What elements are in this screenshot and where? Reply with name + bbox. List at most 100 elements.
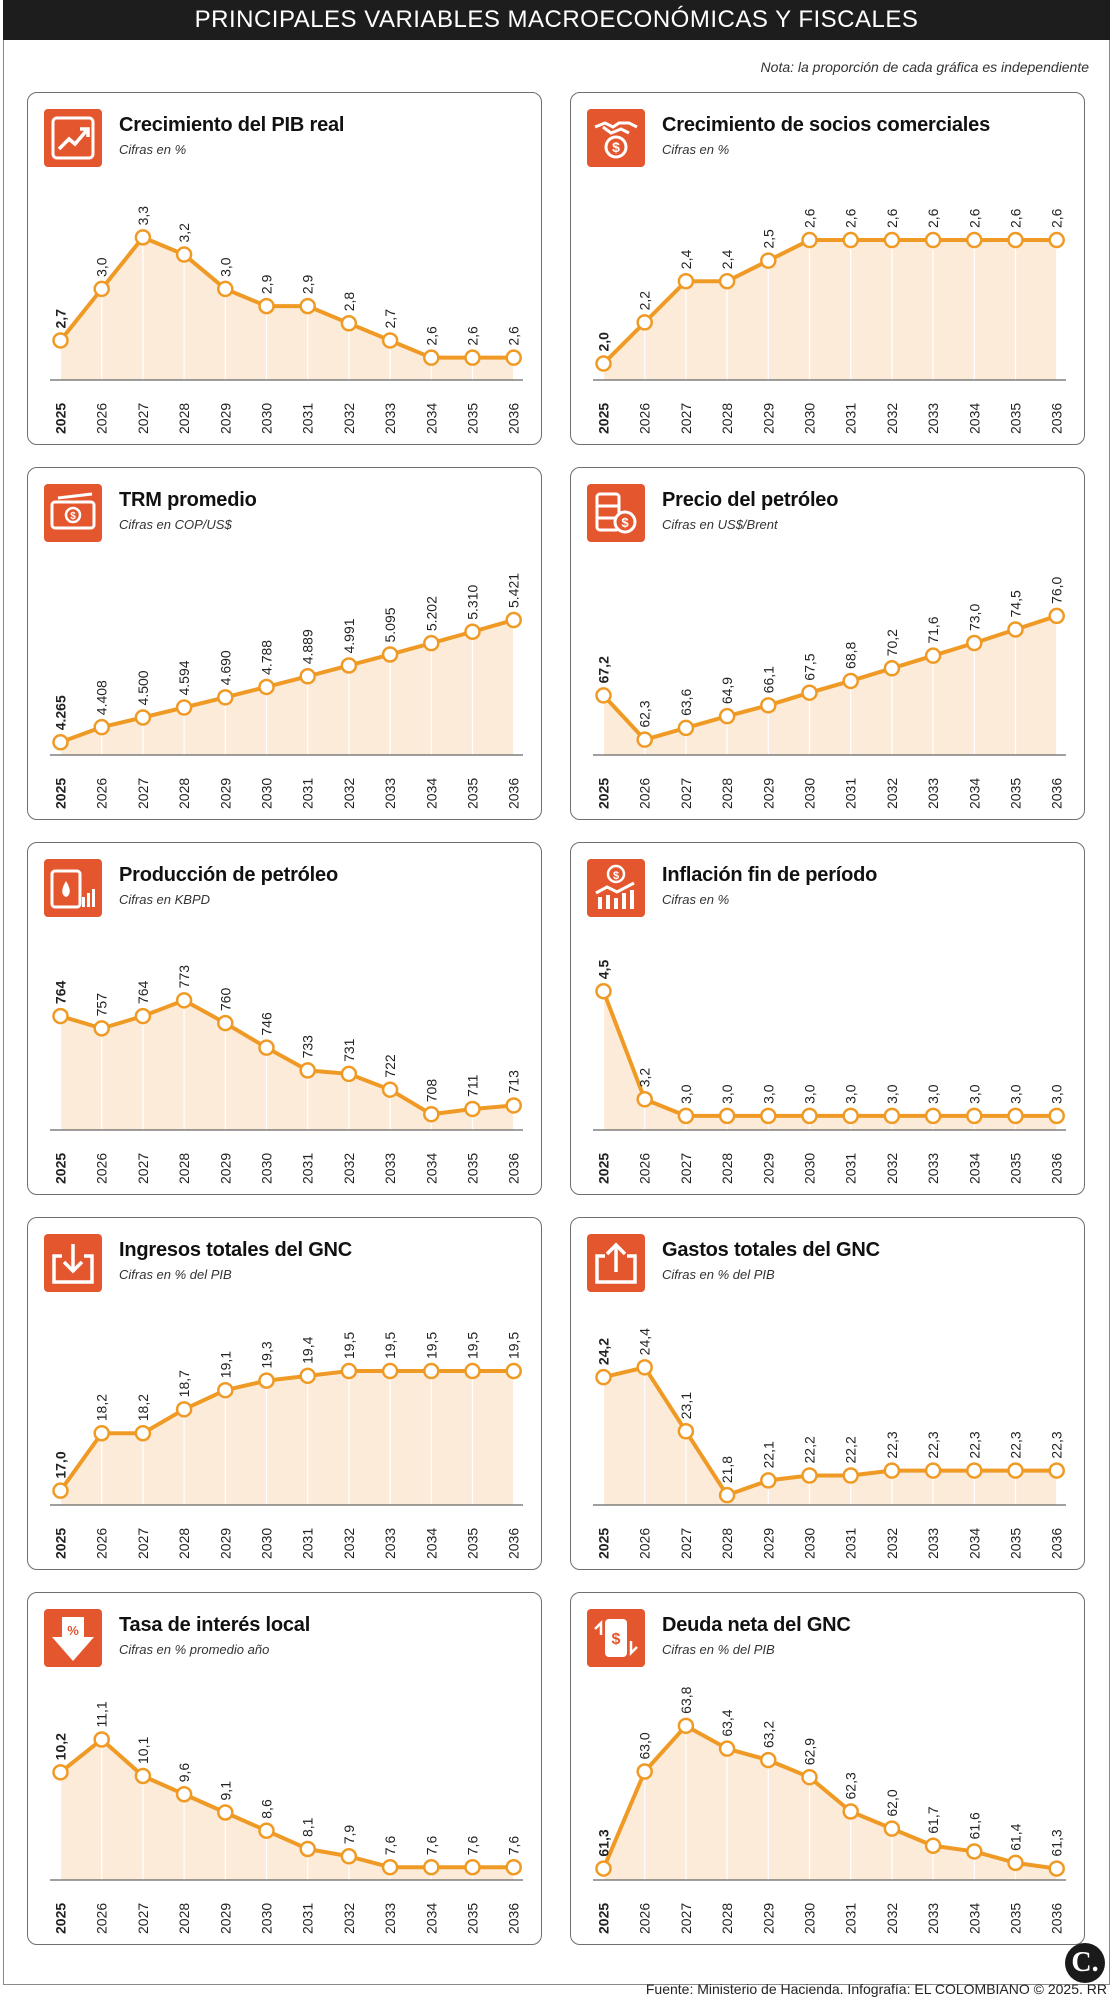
x-tick-label: 2036 [1049,1153,1065,1184]
data-point [134,229,152,246]
x-tick-label: 2033 [382,1528,398,1559]
expense-tray-icon [587,1234,645,1292]
x-tick-label: 2025 [53,1903,69,1934]
area-fill [603,1367,1057,1505]
data-point [677,1107,695,1125]
x-tick-label: 2031 [843,1528,859,1559]
data-label: 3,0 [802,1084,818,1104]
panel-pib: Crecimiento del PIB real Cifras en % 2,7… [27,92,542,445]
data-label: 19,3 [259,1341,275,1368]
data-point [718,272,736,290]
data-point [175,1401,193,1418]
data-label: 3,2 [176,223,192,243]
data-point [801,1107,818,1125]
x-tick-label: 2025 [596,1528,612,1559]
x-tick-label: 2036 [1049,778,1065,809]
data-label: 17,0 [53,1451,69,1478]
data-point [1048,231,1065,249]
data-label: 3,0 [760,1084,776,1104]
panel-title: Ingresos totales del GNC [119,1239,353,1261]
data-label: 3,0 [678,1084,694,1104]
x-tick-label: 2031 [300,403,316,434]
x-tick-label: 2036 [506,403,522,434]
data-point [1007,621,1024,638]
x-tick-label: 2034 [966,1153,982,1184]
data-point [677,1423,695,1440]
data-point [1007,231,1024,249]
data-point [299,668,316,685]
data-point [966,1107,983,1125]
data-label: 63,8 [678,1686,694,1713]
x-tick-label: 2025 [53,403,69,434]
x-tick-label: 2026 [94,1903,110,1934]
data-point [718,1107,736,1125]
data-label: 746 [259,1012,275,1036]
data-point [381,1081,399,1098]
data-label: 3,0 [884,1084,900,1104]
data-label: 2,6 [465,326,481,346]
data-point [423,1105,440,1123]
panel-title: Precio del petróleo [662,489,839,511]
data-point [842,1467,859,1484]
data-point [1007,1107,1024,1125]
x-tick-label: 2032 [884,1903,900,1934]
oil-price-icon: $ [587,484,645,542]
x-tick-label: 2028 [176,403,192,434]
data-label: 2,6 [802,208,818,228]
data-label: 7,6 [506,1836,522,1856]
x-tick-label: 2028 [176,1903,192,1934]
x-tick-label: 2034 [423,1903,439,1934]
x-tick-label: 2030 [259,778,275,809]
data-label: 62,0 [884,1789,900,1816]
data-point [595,1368,612,1386]
debt-document-icon: $ [587,1609,645,1667]
x-tick-label: 2032 [884,1153,900,1184]
data-label: 9,1 [217,1781,233,1801]
panel-title: Producción de petróleo [119,864,338,886]
panel-subtitle: Cifras en % del PIB [662,1642,775,1657]
x-tick-label: 2025 [596,778,612,809]
data-point [842,672,859,690]
x-tick-label: 2035 [1008,403,1024,434]
data-label: 5.310 [465,584,481,619]
data-point [966,1462,983,1479]
data-label: 19,5 [506,1332,522,1359]
data-label: 731 [341,1038,357,1062]
banknote-icon: $ [44,484,102,542]
data-label: 764 [53,981,69,1005]
x-tick-label: 2029 [217,1903,233,1934]
data-label: 3,2 [637,1068,653,1088]
x-tick-label: 2026 [94,1528,110,1559]
data-label: 2,5 [760,229,776,249]
chart-plot: 764 2025 757 2026 764 2027 773 2028 760 2029 746 20… [50,965,523,1184]
svg-text:$: $ [621,515,629,530]
data-label: 2,8 [341,292,357,312]
data-point [801,231,818,249]
data-point [883,1462,901,1479]
area-fill [60,620,514,755]
x-tick-label: 2027 [678,1528,694,1559]
x-tick-label: 2028 [719,778,735,809]
data-label: 18,2 [94,1394,110,1421]
data-point [718,1740,736,1757]
x-tick-label: 2030 [802,403,818,434]
data-label: 22,3 [925,1431,941,1458]
x-tick-label: 2025 [596,1903,612,1934]
x-tick-label: 2029 [217,403,233,434]
data-point [718,707,736,725]
data-label: 4.500 [135,670,151,705]
data-label: 3,0 [94,257,110,277]
data-label: 61,6 [966,1812,982,1839]
panel-inflacion: $ Inflación fin de período Cifras en % 4… [570,842,1085,1195]
data-point [134,1767,152,1785]
data-point [924,1837,942,1854]
data-point [636,1091,653,1108]
data-label: 4.408 [94,680,110,715]
data-label: 74,5 [1008,590,1024,617]
data-point [93,280,110,298]
data-label: 2,6 [506,326,522,346]
x-tick-label: 2029 [760,1903,776,1934]
data-point [175,992,193,1009]
data-point [636,1763,653,1780]
data-label: 19,5 [382,1332,398,1359]
